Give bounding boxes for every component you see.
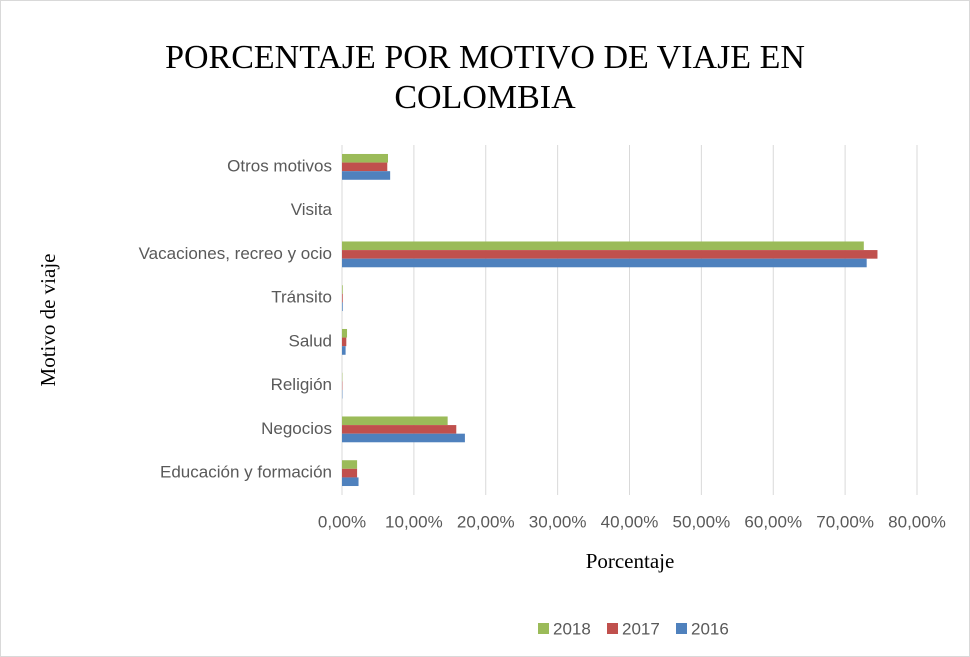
x-tick-label: 0,00% [318,512,366,531]
legend-label: 2016 [691,619,729,638]
legend-swatch [676,623,687,634]
legend-swatch [538,623,549,634]
chart-title: PORCENTAJE POR MOTIVO DE VIAJE EN COLOMB… [165,39,805,116]
legend-label: 2018 [553,619,591,638]
bar [342,258,867,268]
bar [342,346,346,355]
x-tick-label: 20,00% [457,512,515,531]
y-tick-label: Otros motivos [227,156,332,175]
legend-swatch [607,623,618,634]
x-tick-label: 30,00% [529,512,587,531]
y-tick-label: Educación y formación [160,463,332,482]
x-tick-label: 70,00% [816,512,874,531]
bar [342,460,358,469]
x-tick-label: 60,00% [744,512,802,531]
bar [342,328,348,338]
bar [342,293,343,303]
legend-label: 2017 [622,619,660,638]
bar [342,477,359,487]
bar [342,162,388,172]
bar [342,468,358,478]
x-tick-label: 50,00% [673,512,731,531]
bar [342,171,391,180]
y-tick-label: Religión [271,375,332,394]
bar [342,302,343,312]
y-tick-label: Negocios [261,419,332,438]
y-tick-label: Vacaciones, recreo y ocio [139,244,332,263]
bar [342,241,864,251]
x-tick-label: 40,00% [601,512,659,531]
bar [342,433,465,443]
bar [342,337,347,347]
y-axis-title: Motivo de viaje [36,254,60,387]
bar [342,250,878,259]
bar [342,425,457,434]
x-tick-label: 10,00% [385,512,443,531]
bar [342,285,343,294]
y-tick-label: Salud [289,331,332,350]
x-axis-title: Porcentaje [586,549,675,573]
x-tick-label: 80,00% [888,512,946,531]
bar [342,153,388,163]
y-tick-label: Tránsito [271,288,332,307]
bar [342,416,448,426]
y-tick-label: Visita [291,200,333,219]
